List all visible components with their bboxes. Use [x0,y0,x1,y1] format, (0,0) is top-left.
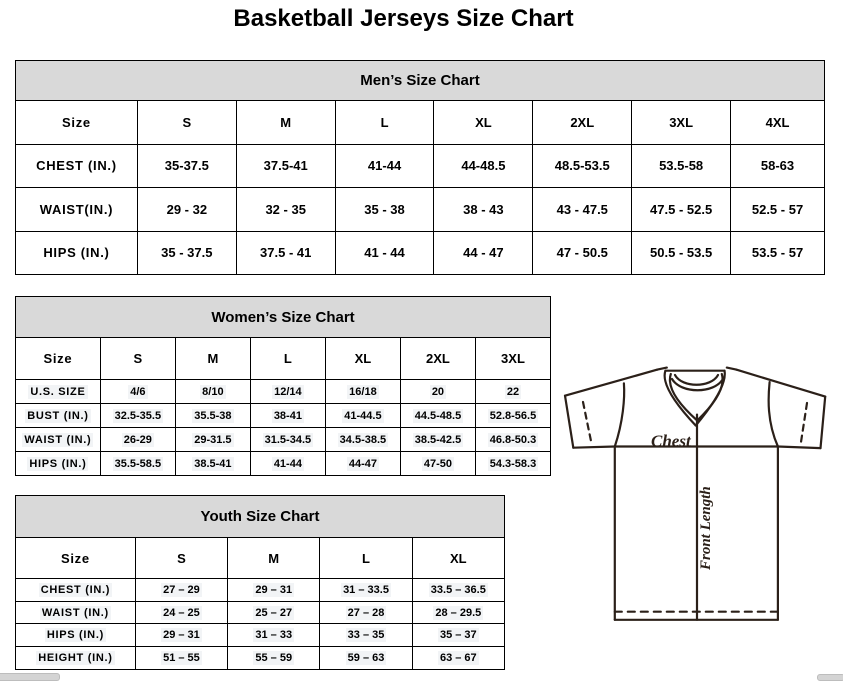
svg-text:Front Length: Front Length [698,486,714,571]
svg-text:Chest: Chest [651,432,692,451]
